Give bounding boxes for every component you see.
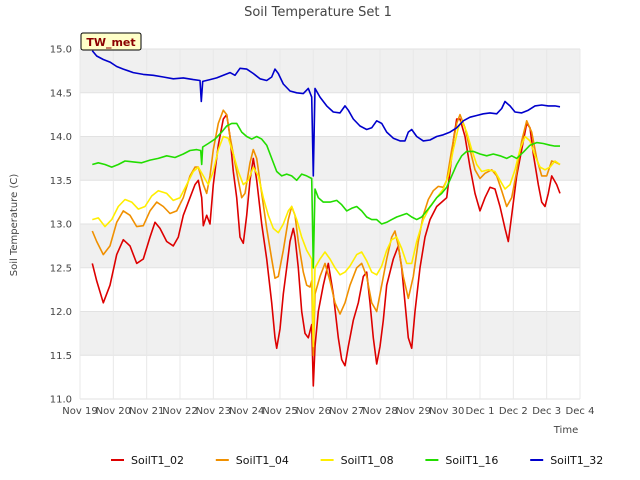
grid-lines bbox=[79, 48, 581, 400]
x-tick-label: Nov 25 bbox=[262, 406, 297, 417]
x-tick-label: Nov 21 bbox=[129, 406, 164, 417]
series-line-soilt1-32 bbox=[91, 50, 561, 177]
x-tick-label: Nov 27 bbox=[329, 406, 364, 417]
x-tick-label: Dec 4 bbox=[566, 406, 595, 417]
y-tick-label: 13.0 bbox=[50, 220, 72, 231]
x-tick-label: Nov 24 bbox=[229, 406, 264, 417]
x-tick-label: Nov 28 bbox=[362, 406, 397, 417]
y-tick-label: 15.0 bbox=[50, 45, 72, 56]
x-tick-label: Dec 2 bbox=[499, 406, 528, 417]
x-tick-label: Nov 23 bbox=[196, 406, 231, 417]
legend-label: SoilT1_16 bbox=[445, 454, 498, 467]
legend-item: SoilT1_32 bbox=[530, 454, 603, 467]
legend-label: SoilT1_02 bbox=[131, 454, 184, 467]
series-line-soilt1-02 bbox=[91, 113, 561, 387]
legend-label: SoilT1_32 bbox=[550, 454, 603, 467]
legend-label: SoilT1_04 bbox=[236, 454, 289, 467]
y-tick-label: 11.5 bbox=[50, 351, 72, 362]
legend-item: SoilT1_04 bbox=[215, 454, 289, 467]
x-tick-label: Nov 29 bbox=[396, 406, 431, 417]
legend-item: SoilT1_08 bbox=[320, 454, 394, 467]
series-layer bbox=[91, 50, 561, 387]
chart-title: Soil Temperature Set 1 bbox=[244, 5, 392, 20]
badge-label: TW_met bbox=[86, 36, 135, 49]
series-line-soilt1-04 bbox=[91, 109, 561, 357]
y-tick-label: 12.5 bbox=[50, 263, 72, 274]
y-tick-label: 12.0 bbox=[50, 307, 72, 318]
legend-item: SoilT1_16 bbox=[425, 454, 498, 467]
series-line-soilt1-16 bbox=[92, 122, 560, 269]
legend-label: SoilT1_08 bbox=[341, 454, 394, 467]
data-source-badge: TW_met bbox=[80, 32, 142, 51]
x-tick-label: Nov 22 bbox=[162, 406, 197, 417]
plot-band bbox=[80, 311, 580, 356]
legend: SoilT1_02 SoilT1_04 SoilT1_08 SoilT1_16 Soil… bbox=[111, 454, 603, 467]
x-tick-label: Nov 26 bbox=[296, 406, 331, 417]
y-tick-labels: 11.0 11.5 12.0 12.5 13.0 13.5 14.0 14.5 15.0 bbox=[50, 45, 72, 406]
y-axis-label: Soil Temperature (C) bbox=[9, 174, 20, 277]
y-tick-label: 11.0 bbox=[50, 395, 72, 406]
series-line-soilt1-08 bbox=[92, 120, 561, 348]
x-tick-label: Nov 19 bbox=[62, 406, 97, 417]
x-axis-label: Time bbox=[553, 425, 578, 436]
x-tick-label: Nov 20 bbox=[96, 406, 131, 417]
badge-box bbox=[80, 32, 142, 51]
y-tick-label: 13.5 bbox=[50, 176, 72, 187]
y-tick-label: 14.0 bbox=[50, 132, 72, 143]
y-tick-label: 14.5 bbox=[50, 88, 72, 99]
legend-item: SoilT1_02 bbox=[111, 454, 184, 467]
x-tick-label: Dec 3 bbox=[532, 406, 561, 417]
x-tick-label: Dec 1 bbox=[466, 406, 495, 417]
plot-band bbox=[80, 49, 580, 93]
x-tick-label: Nov 30 bbox=[429, 406, 464, 417]
